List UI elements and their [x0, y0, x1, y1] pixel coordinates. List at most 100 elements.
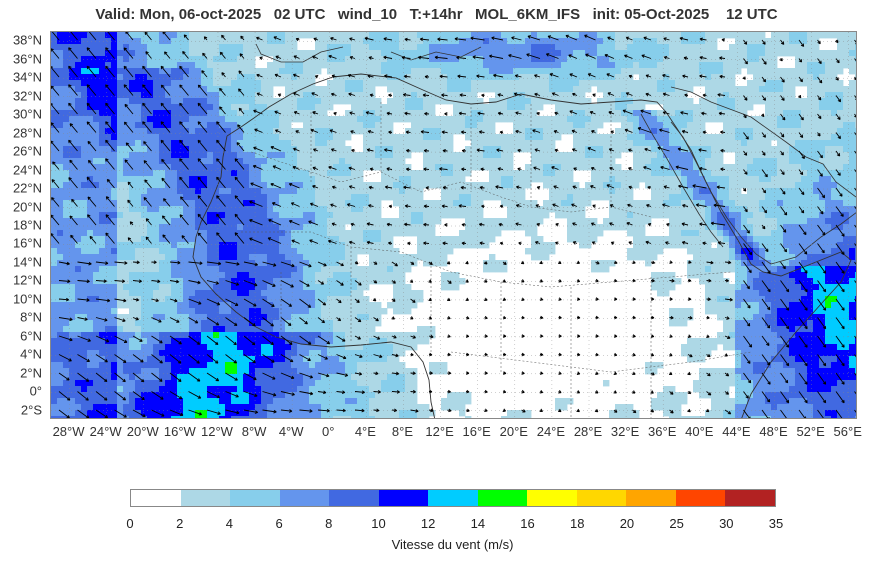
- wind-cell: [183, 62, 190, 69]
- wind-cell: [471, 80, 478, 87]
- wind-cell: [729, 188, 736, 195]
- wind-cell: [195, 62, 202, 69]
- wind-cell: [837, 122, 844, 129]
- wind-cell: [93, 86, 100, 93]
- wind-cell: [531, 218, 538, 225]
- wind-cell: [591, 38, 598, 45]
- wind-cell: [81, 206, 88, 213]
- wind-cell: [141, 62, 148, 69]
- wind-cell: [351, 86, 358, 93]
- wind-cell: [561, 92, 568, 99]
- wind-cell: [243, 260, 250, 267]
- wind-cell: [459, 44, 466, 51]
- wind-cell: [309, 152, 316, 159]
- wind-cell: [141, 92, 148, 99]
- wind-cell: [177, 50, 184, 57]
- wind-cell: [249, 32, 256, 39]
- wind-cell: [519, 74, 526, 81]
- wind-cell: [699, 206, 706, 213]
- wind-cell: [561, 32, 568, 39]
- wind-cell: [213, 176, 220, 183]
- wind-cell: [663, 44, 670, 51]
- wind-cell: [129, 80, 136, 87]
- wind-cell: [423, 236, 430, 243]
- wind-cell: [519, 134, 526, 141]
- wind-cell: [399, 92, 406, 99]
- wind-cell: [699, 236, 706, 243]
- wind-cell: [285, 218, 292, 225]
- wind-cell: [345, 164, 352, 171]
- wind-cell: [639, 110, 646, 117]
- wind-cell: [753, 236, 760, 243]
- wind-cell: [105, 242, 112, 249]
- wind-cell: [279, 236, 286, 243]
- wind-cell: [603, 56, 610, 63]
- wind-cell: [231, 182, 238, 189]
- wind-cell: [495, 218, 502, 225]
- wind-cell: [393, 158, 400, 165]
- wind-cell: [819, 92, 826, 99]
- wind-cell: [267, 44, 274, 51]
- wind-cell: [477, 140, 484, 147]
- wind-cell: [609, 182, 616, 189]
- wind-cell: [597, 134, 604, 141]
- wind-cell: [465, 164, 472, 171]
- wind-cell: [435, 86, 442, 93]
- wind-cell: [249, 80, 256, 87]
- wind-cell: [351, 188, 358, 195]
- wind-cell: [813, 98, 820, 105]
- wind-cell: [711, 206, 718, 213]
- wind-cell: [177, 32, 184, 39]
- wind-cell: [771, 170, 778, 177]
- wind-map[interactable]: [50, 31, 857, 419]
- wind-cell: [531, 50, 538, 57]
- wind-cell: [255, 86, 262, 93]
- wind-cell: [153, 266, 160, 273]
- wind-cell: [231, 230, 238, 237]
- wind-cell: [111, 200, 118, 207]
- wind-cell: [525, 200, 532, 207]
- wind-cell: [297, 170, 304, 177]
- wind-cell: [783, 200, 790, 207]
- wind-cell: [789, 176, 796, 183]
- wind-cell: [75, 134, 82, 141]
- wind-cell: [459, 176, 466, 183]
- wind-cell: [519, 200, 526, 207]
- wind-cell: [771, 266, 778, 273]
- wind-cell: [321, 92, 328, 99]
- wind-cell: [819, 242, 826, 249]
- wind-cell: [387, 218, 394, 225]
- wind-cell: [519, 188, 526, 195]
- wind-cell: [813, 212, 820, 219]
- wind-cell: [429, 104, 436, 111]
- wind-cell: [537, 116, 544, 123]
- wind-cell: [651, 86, 658, 93]
- wind-cell: [729, 254, 736, 261]
- wind-cell: [165, 32, 172, 39]
- wind-cell: [111, 134, 118, 141]
- wind-cell: [735, 128, 742, 135]
- wind-cell: [453, 122, 460, 129]
- wind-cell: [81, 164, 88, 171]
- wind-cell: [525, 68, 532, 75]
- wind-cell: [669, 62, 676, 69]
- wind-cell: [243, 176, 250, 183]
- wind-cell: [249, 224, 256, 231]
- wind-cell: [51, 164, 58, 171]
- wind-cell: [297, 224, 304, 231]
- wind-cell: [795, 164, 802, 171]
- wind-cell: [93, 62, 100, 69]
- wind-cell: [759, 86, 766, 93]
- wind-cell: [249, 200, 256, 207]
- wind-cell: [537, 212, 544, 219]
- wind-cell: [405, 134, 412, 141]
- wind-cell: [219, 152, 226, 159]
- wind-cell: [741, 116, 748, 123]
- wind-cell: [471, 152, 478, 159]
- wind-cell: [99, 146, 106, 153]
- wind-cell: [507, 56, 514, 63]
- wind-cell: [255, 272, 262, 279]
- wind-cell: [699, 188, 706, 195]
- wind-cell: [471, 44, 478, 51]
- wind-cell: [849, 146, 856, 153]
